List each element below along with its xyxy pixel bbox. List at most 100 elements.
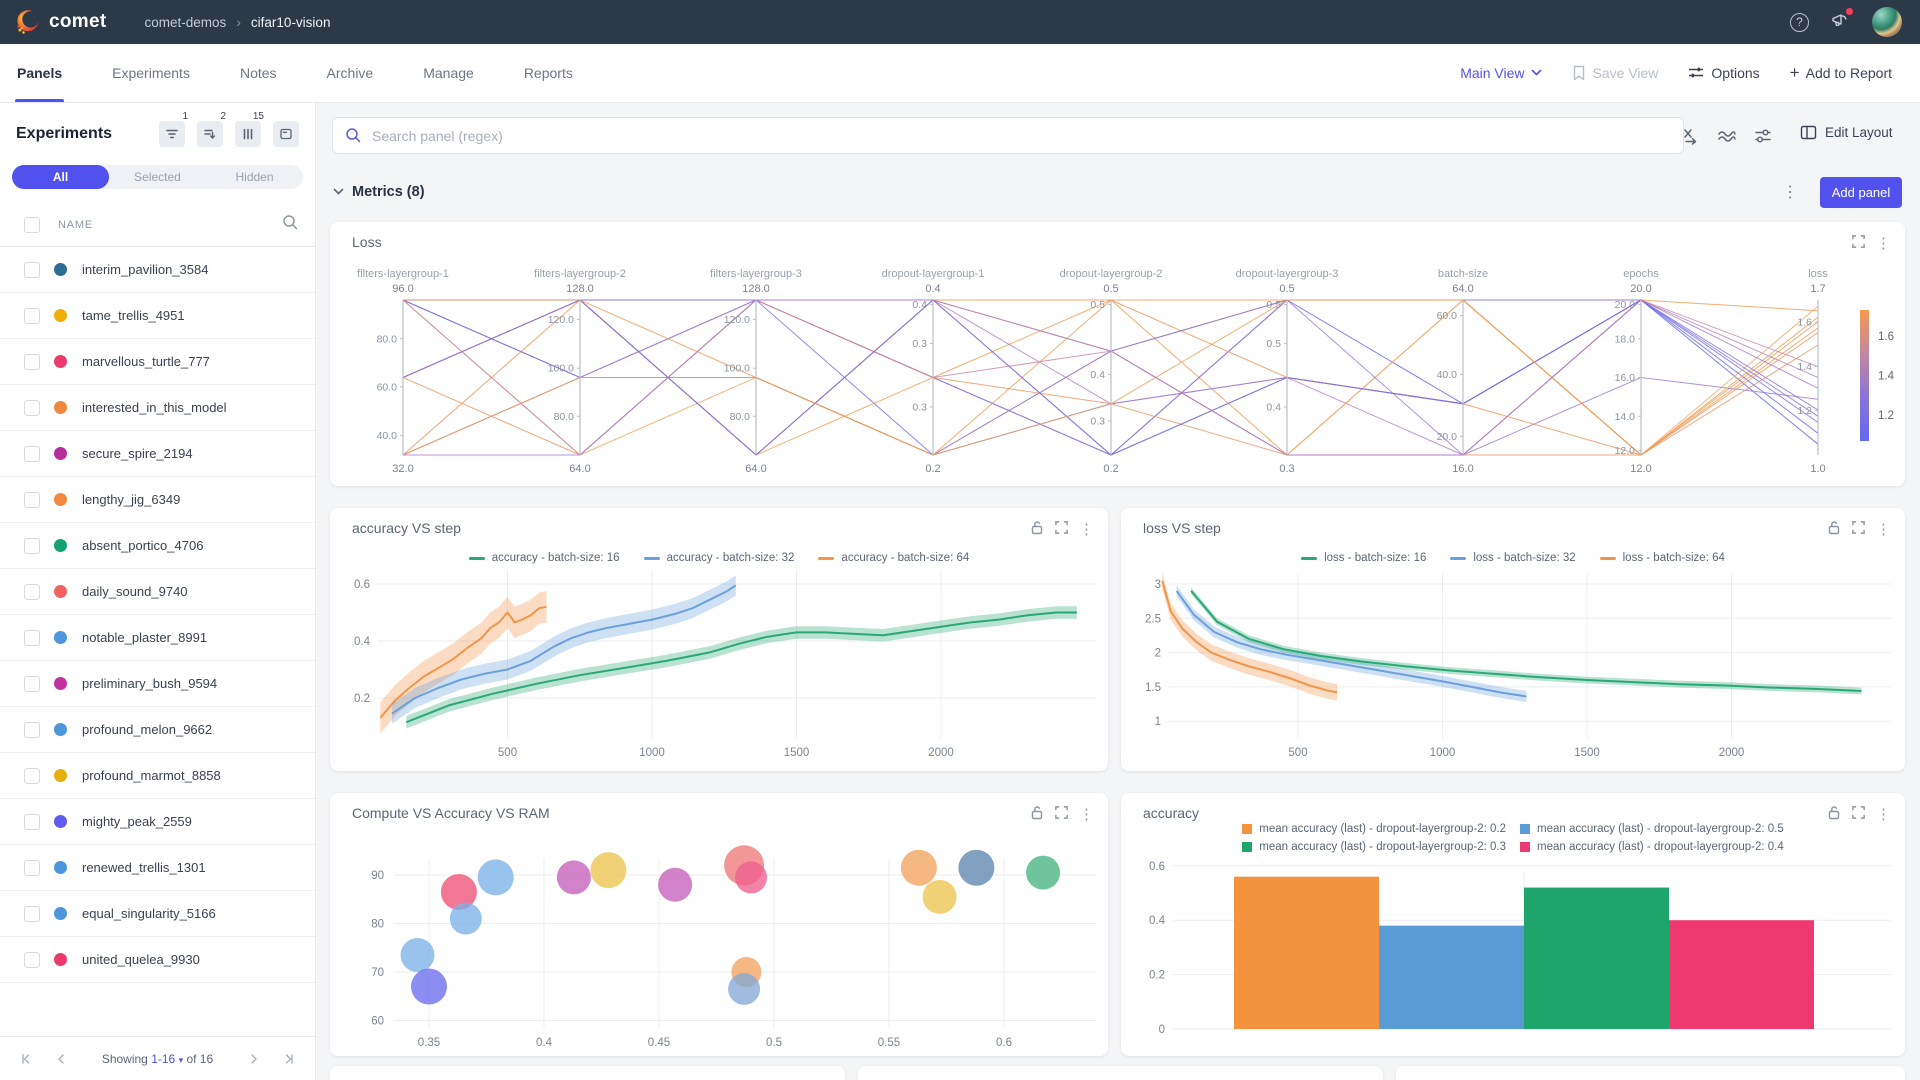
pagination-caret-icon[interactable]: ▾ [178, 1054, 184, 1065]
legend-item[interactable]: mean accuracy (last) - dropout-layergrou… [1242, 841, 1506, 853]
experiment-checkbox[interactable] [24, 767, 40, 784]
accuracy-bar-chart[interactable]: 0.6 0.4 0.2 0 [1121, 793, 1905, 1056]
columns-button[interactable]: 15 [235, 111, 264, 147]
panel-menu-button[interactable]: ⋮ [1079, 521, 1094, 538]
experiment-row[interactable]: profound_marmot_8858 [0, 753, 315, 799]
experiment-checkbox[interactable] [24, 583, 40, 600]
experiment-row[interactable]: preliminary_bush_9594 [0, 661, 315, 707]
notifications-button[interactable] [1831, 7, 1853, 34]
experiment-checkbox[interactable] [24, 675, 40, 692]
experiment-checkbox[interactable] [24, 721, 40, 738]
legend-item[interactable]: mean accuracy (last) - dropout-layergrou… [1520, 841, 1784, 853]
experiment-row[interactable]: notable_plaster_8991 [0, 615, 315, 661]
experiment-checkbox[interactable] [24, 307, 40, 324]
breadcrumb-project[interactable]: cifar10-vision [250, 14, 331, 30]
comet-logo[interactable]: comet [14, 9, 106, 36]
smoothing-button[interactable] [1716, 125, 1738, 147]
lock-button[interactable] [1827, 520, 1841, 538]
experiment-checkbox[interactable] [24, 951, 40, 968]
legend-item[interactable]: mean accuracy (last) - dropout-layergrou… [1242, 823, 1506, 835]
tab-archive[interactable]: Archive [326, 65, 374, 81]
lock-button[interactable] [1030, 805, 1044, 823]
legend-item[interactable]: accuracy - batch-size: 32 [643, 552, 794, 564]
bubble-chart[interactable]: 0.35 0.4 0.45 0.5 0.55 0.6 90 80 70 60 [330, 793, 1108, 1056]
loss-parallel-chart[interactable]: filters-layergroup-1 96.0 32.0 80.0 60.0 40.0… [330, 222, 1905, 486]
select-all-checkbox[interactable] [24, 216, 40, 233]
tab-manage[interactable]: Manage [423, 65, 474, 81]
experiment-checkbox[interactable] [24, 905, 40, 922]
experiment-checkbox[interactable] [24, 445, 40, 462]
experiment-row[interactable]: united_quelea_9930 [0, 937, 315, 983]
experiment-checkbox[interactable] [24, 859, 40, 876]
last-page-button[interactable] [281, 1053, 295, 1065]
view-selector[interactable]: Main View [1460, 65, 1541, 81]
sort-button[interactable]: 2 [197, 111, 226, 147]
segment-hidden[interactable]: Hidden [235, 170, 274, 184]
panel-menu-button[interactable]: ⋮ [1876, 521, 1891, 538]
experiment-checkbox[interactable] [24, 353, 40, 370]
avatar[interactable] [1872, 7, 1902, 37]
experiment-row[interactable]: mighty_peak_2559 [0, 799, 315, 845]
experiment-search-button[interactable] [282, 214, 299, 236]
experiment-checkbox[interactable] [24, 629, 40, 646]
experiment-checkbox[interactable] [24, 261, 40, 278]
edit-layout-button[interactable]: Edit Layout [1800, 125, 1893, 140]
experiment-row[interactable]: lengthy_jig_6349 [0, 477, 315, 523]
experiment-row[interactable]: marvellous_turtle_777 [0, 339, 315, 385]
experiment-row[interactable]: tame_trellis_4951 [0, 293, 315, 339]
fullscreen-button[interactable] [1054, 520, 1069, 538]
x-axis-settings-button[interactable] [1680, 125, 1702, 147]
segment-all[interactable]: All [12, 165, 109, 189]
metrics-menu-button[interactable]: ⋮ [1782, 184, 1798, 201]
chart-settings-button[interactable] [1752, 125, 1774, 147]
lock-button[interactable] [1827, 805, 1841, 823]
tab-reports[interactable]: Reports [523, 65, 573, 81]
tab-panels[interactable]: Panels [15, 44, 65, 102]
add-to-report-button[interactable]: + Add to Report [1790, 63, 1892, 83]
experiment-checkbox[interactable] [24, 813, 40, 830]
experiment-row[interactable]: equal_singularity_5166 [0, 891, 315, 937]
experiment-checkbox[interactable] [24, 537, 40, 554]
options-button[interactable]: Options [1688, 65, 1760, 81]
experiment-row[interactable]: profound_melon_9662 [0, 707, 315, 753]
add-panel-button[interactable]: Add panel [1820, 176, 1902, 208]
fullscreen-button[interactable] [1054, 805, 1069, 823]
experiment-row[interactable]: interim_pavilion_3584 [0, 247, 315, 293]
legend-item[interactable]: accuracy - batch-size: 16 [468, 552, 620, 564]
experiment-checkbox[interactable] [24, 399, 40, 416]
segment-selected[interactable]: Selected [134, 170, 181, 184]
experiment-row[interactable]: interested_in_this_model [0, 385, 315, 431]
legend-item[interactable]: accuracy - batch-size: 64 [818, 552, 969, 564]
breadcrumb-workspace[interactable]: comet-demos [144, 14, 227, 30]
tab-experiments[interactable]: Experiments [112, 65, 190, 81]
loss-line-chart[interactable]: 500 1000 1500 2000 3 2.5 2 1.5 1 [1121, 508, 1905, 771]
fullscreen-button[interactable] [1851, 520, 1866, 538]
legend-item[interactable]: loss - batch-size: 16 [1301, 552, 1426, 564]
experiment-row[interactable]: daily_sound_9740 [0, 569, 315, 615]
experiment-row[interactable]: secure_spire_2194 [0, 431, 315, 477]
metrics-section-toggle[interactable]: Metrics (8) [333, 184, 425, 200]
first-page-button[interactable] [20, 1053, 34, 1065]
legend-item[interactable]: loss - batch-size: 64 [1599, 552, 1725, 564]
fullscreen-button[interactable] [1851, 234, 1866, 252]
filter-button[interactable]: 1 [159, 111, 188, 147]
lock-button[interactable] [1030, 520, 1044, 538]
accuracy-line-chart[interactable]: 500 1000 1500 2000 0.6 0.4 0.2 [330, 508, 1108, 771]
experiment-checkbox[interactable] [24, 491, 40, 508]
legend-item[interactable]: loss - batch-size: 32 [1450, 552, 1576, 564]
panel-menu-button[interactable]: ⋮ [1079, 806, 1094, 823]
help-button[interactable]: ? [1790, 12, 1809, 32]
experiment-row[interactable]: renewed_trellis_1301 [0, 845, 315, 891]
panel-menu-button[interactable]: ⋮ [1876, 235, 1891, 252]
group-button[interactable] [273, 121, 299, 147]
experiment-row[interactable]: absent_portico_4706 [0, 523, 315, 569]
prev-page-button[interactable] [56, 1053, 66, 1065]
panel-search-input[interactable] [372, 127, 1671, 144]
next-page-button[interactable] [249, 1053, 259, 1065]
tab-notes[interactable]: Notes [239, 65, 277, 81]
legend-item[interactable]: mean accuracy (last) - dropout-layergrou… [1520, 823, 1784, 835]
save-view-button[interactable]: Save View [1572, 65, 1658, 81]
fullscreen-button[interactable] [1851, 805, 1866, 823]
panel-menu-button[interactable]: ⋮ [1876, 806, 1891, 823]
pagination-range[interactable]: 1-16 [151, 1051, 176, 1066]
